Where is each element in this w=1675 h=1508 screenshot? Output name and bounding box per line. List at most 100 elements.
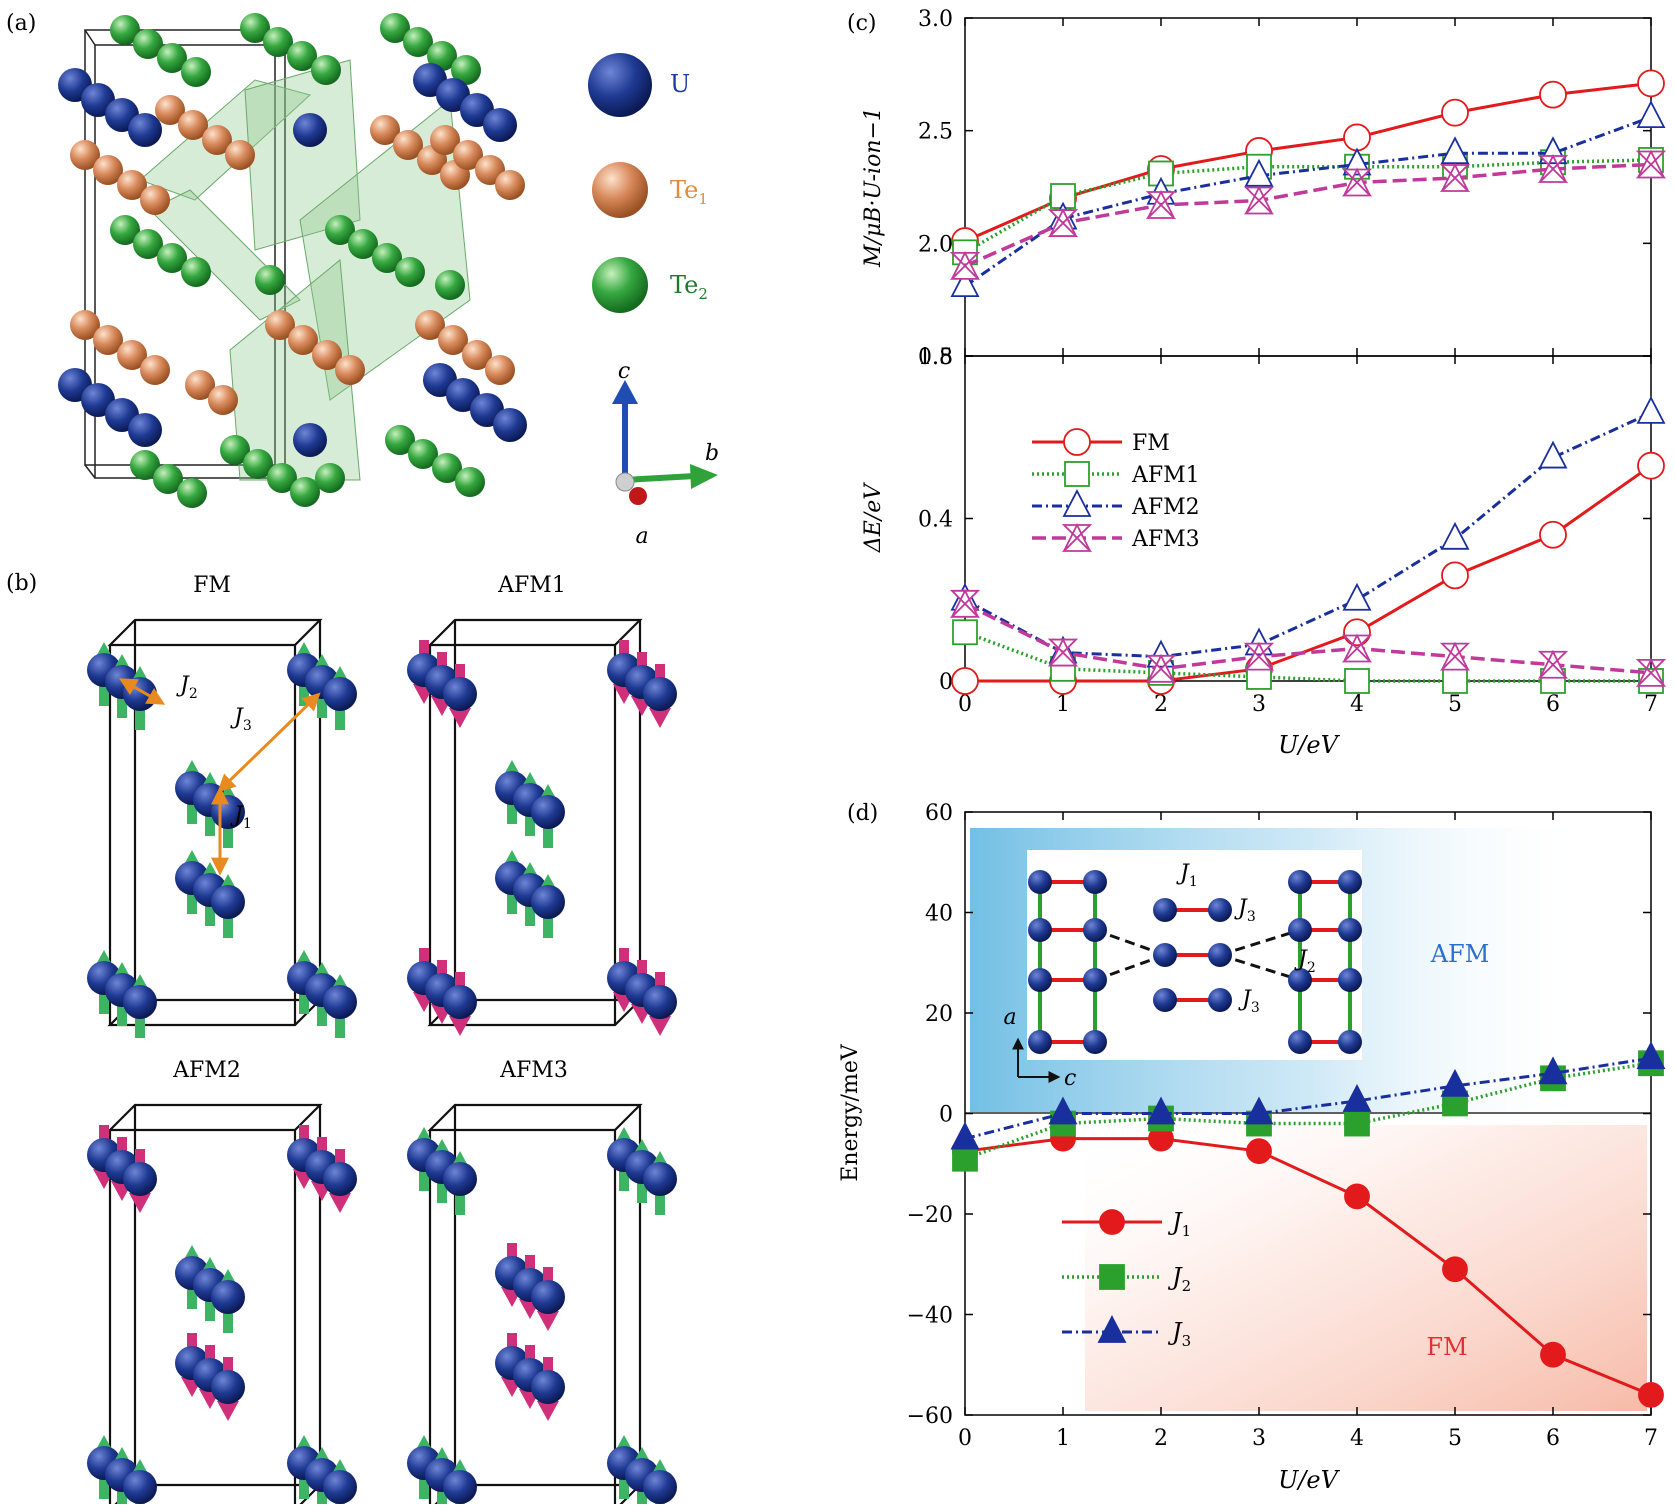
te1-atom [288,325,318,355]
x-tick-label: 2 [1154,692,1168,717]
te1-atom [485,355,515,385]
te2-atom [451,55,481,85]
te2-atom [380,13,410,43]
data-point-afm1 [952,619,978,646]
fm-region-label: FM [1426,1333,1467,1361]
series-line-j3 [964,1056,1652,1141]
panel-c-label: (c) [847,11,877,36]
unit-cell-top [107,1103,323,1132]
inset-axis-a-label: a [1003,1005,1016,1030]
te2-atom [157,43,187,73]
uranium-atom [323,1470,357,1504]
data-point-afm3 [1145,653,1177,683]
y-tick-label: 2.0 [918,232,953,257]
x-tick-label: 3 [1252,1426,1266,1451]
data-point-afm3 [1341,167,1373,197]
series-line-afm3 [964,162,1652,268]
y-tick-label: 0 [939,670,953,695]
data-point-j3 [1440,1068,1470,1097]
x-axis-label: U/eV [1278,731,1341,759]
te2-atom [110,215,140,245]
data-point-j1 [1344,1183,1370,1210]
uranium-atom [1083,870,1107,894]
te1-atom [312,340,342,370]
uranium-atom [1288,1030,1312,1054]
te1-atom [370,115,400,145]
uranium-atom [323,985,357,1019]
legend-marker [1061,522,1093,552]
bond-j3 [1219,953,1301,982]
uranium-atom [531,1370,565,1404]
afm-region-label: AFM [1430,940,1490,968]
te1-atom [265,310,295,340]
te2-atom [157,243,187,273]
data-point-j3 [1244,1096,1274,1125]
series-line-j2 [964,1061,1652,1161]
uranium-atom [643,677,677,711]
te2-atom [403,27,433,57]
y-axis-label: ΔE/eV [861,482,886,553]
uranium-atom [1288,968,1312,992]
data-point-j2 [1344,1110,1370,1137]
uranium-atom [1338,968,1362,992]
te1-atom [393,130,423,160]
spin-down-arrowhead [537,1311,559,1331]
data-point-afm3 [1635,149,1667,179]
uranium-atom [1338,918,1362,942]
data-point-afm3 [1537,649,1569,679]
uranium-atom [443,1162,477,1196]
uranium-atom [1208,943,1232,967]
te1-atom [438,325,468,355]
legend-te1-sphere [592,162,648,218]
x-tick-label: 5 [1448,692,1462,717]
te1-atom [155,95,185,125]
chart-energy-difference: 0 0.4 0.8 0 1 2 3 4 5 6 7 FM AFM1 AFM2 AFM3 ΔE/eV U/e… [861,345,1667,759]
unit-cell-top [427,1103,643,1132]
data-point-fm [1539,520,1567,549]
axis-a-label: a [635,524,648,549]
plot-frame [964,355,1652,682]
uranium-atom [1028,968,1052,992]
y-axis-label: M/μB·U-ion−1 [861,107,886,268]
data-point-afm1 [1442,668,1468,694]
fm-j3-label: J3 [230,705,252,734]
uranium-atom [1083,918,1107,942]
legend-marker [1062,489,1092,517]
panel-b-label: (b) [6,571,37,596]
chart-magnetic-moment: 1.5 2.0 2.5 3.0 M/μB·U-ion−1 [861,7,1667,370]
y-tick-label: 0.4 [918,508,953,533]
data-point-afm3 [1537,153,1569,183]
uranium-atom [123,1470,157,1504]
y-tick-label: 20 [925,1002,953,1027]
fm-region [1085,1125,1647,1411]
te1-atom [453,140,483,170]
config-fm-title: FM [193,573,231,598]
series-line-afm3 [964,602,1652,675]
x-axis-label: U/eV [1278,1466,1341,1494]
legend-label: FM [1132,431,1170,456]
te2-atom [372,243,402,273]
uranium-atom [1028,870,1052,894]
data-point-fm [1637,69,1665,98]
panel-a-label: (a) [6,11,36,36]
data-point-afm3 [1047,637,1079,667]
data-point-afm3 [949,250,981,280]
legend-marker [1064,461,1090,487]
y-tick-label: −40 [907,1304,953,1329]
data-point-j3 [1048,1096,1078,1125]
te1-atom [208,385,238,415]
data-point-afm2 [1636,100,1666,129]
data-point-afm3 [1047,208,1079,237]
uranium-atom [1083,968,1107,992]
te1-atom [178,110,208,140]
uranium-atom [643,1162,677,1196]
series-line-afm2 [964,115,1652,288]
y-tick-label: 0.8 [918,345,953,370]
panel-d-label: (d) [847,801,878,826]
x-tick-label: 4 [1350,692,1364,717]
series-line-afm1 [964,158,1652,254]
legend-label: AFM3 [1131,527,1200,552]
te1-atom [335,355,365,385]
